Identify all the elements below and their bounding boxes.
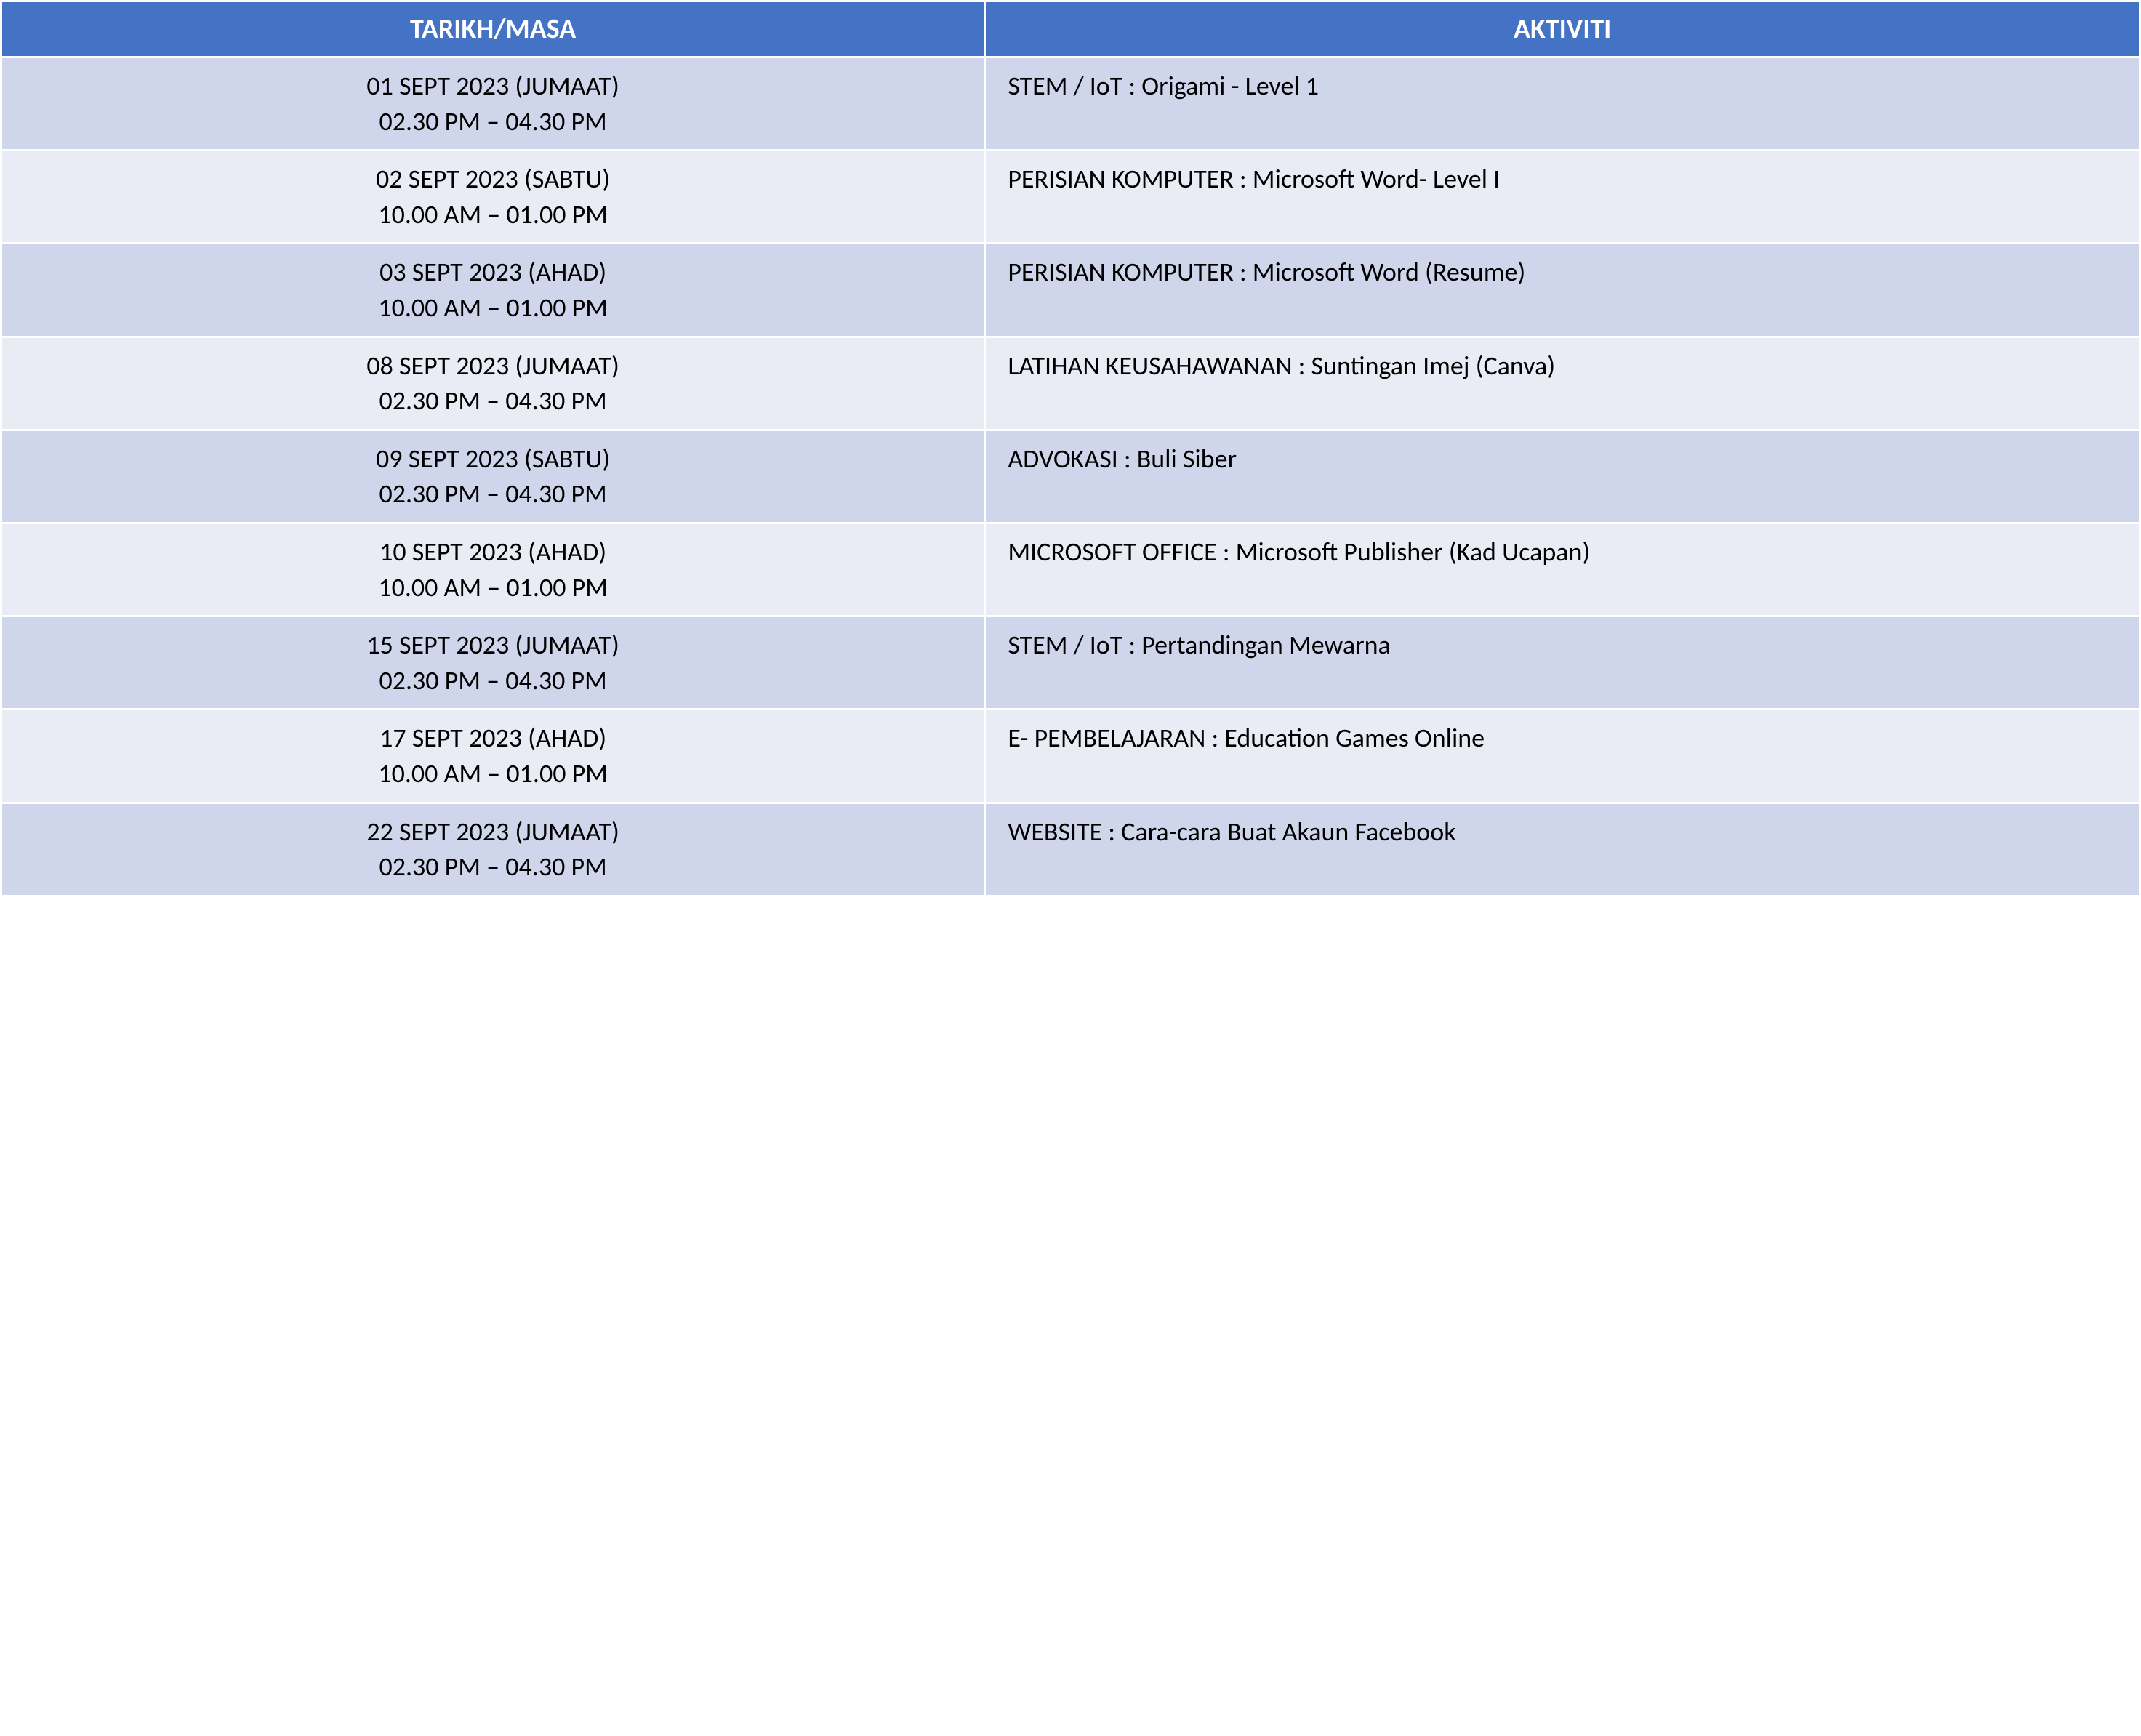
cell-activity: MICROSOFT OFFICE : Microsoft Publisher (… bbox=[985, 523, 2140, 616]
table-body: 01 SEPT 2023 (JUMAAT) 02.30 PM – 04.30 P… bbox=[1, 57, 2140, 896]
cell-activity: PERISIAN KOMPUTER : Microsoft Word (Resu… bbox=[985, 244, 2140, 337]
table-row: 22 SEPT 2023 (JUMAAT) 02.30 PM – 04.30 P… bbox=[1, 803, 2140, 896]
cell-activity: LATIHAN KEUSAHAWANAN : Suntingan Imej (C… bbox=[985, 337, 2140, 430]
cell-activity: WEBSITE : Cara-cara Buat Akaun Facebook bbox=[985, 803, 2140, 896]
cell-activity: STEM / IoT : Pertandingan Mewarna bbox=[985, 616, 2140, 710]
date-text: 09 SEPT 2023 (SABTU) bbox=[24, 441, 962, 477]
cell-date: 01 SEPT 2023 (JUMAAT) 02.30 PM – 04.30 P… bbox=[1, 57, 985, 150]
cell-date: 10 SEPT 2023 (AHAD) 10.00 AM – 01.00 PM bbox=[1, 523, 985, 616]
date-text: 08 SEPT 2023 (JUMAAT) bbox=[24, 348, 962, 384]
table-row: 03 SEPT 2023 (AHAD) 10.00 AM – 01.00 PM … bbox=[1, 244, 2140, 337]
date-text: 03 SEPT 2023 (AHAD) bbox=[24, 254, 962, 290]
cell-activity: ADVOKASI : Buli Siber bbox=[985, 430, 2140, 523]
cell-date: 09 SEPT 2023 (SABTU) 02.30 PM – 04.30 PM bbox=[1, 430, 985, 523]
date-text: 22 SEPT 2023 (JUMAAT) bbox=[24, 814, 962, 850]
time-text: 02.30 PM – 04.30 PM bbox=[24, 849, 962, 885]
cell-date: 08 SEPT 2023 (JUMAAT) 02.30 PM – 04.30 P… bbox=[1, 337, 985, 430]
cell-date: 15 SEPT 2023 (JUMAAT) 02.30 PM – 04.30 P… bbox=[1, 616, 985, 710]
cell-date: 17 SEPT 2023 (AHAD) 10.00 AM – 01.00 PM bbox=[1, 710, 985, 803]
date-text: 01 SEPT 2023 (JUMAAT) bbox=[24, 68, 962, 104]
cell-date: 03 SEPT 2023 (AHAD) 10.00 AM – 01.00 PM bbox=[1, 244, 985, 337]
date-text: 02 SEPT 2023 (SABTU) bbox=[24, 161, 962, 197]
time-text: 10.00 AM – 01.00 PM bbox=[24, 756, 962, 792]
time-text: 02.30 PM – 04.30 PM bbox=[24, 663, 962, 699]
header-date: TARIKH/MASA bbox=[1, 1, 985, 57]
table-row: 17 SEPT 2023 (AHAD) 10.00 AM – 01.00 PM … bbox=[1, 710, 2140, 803]
date-text: 17 SEPT 2023 (AHAD) bbox=[24, 720, 962, 756]
cell-date: 22 SEPT 2023 (JUMAAT) 02.30 PM – 04.30 P… bbox=[1, 803, 985, 896]
table-row: 10 SEPT 2023 (AHAD) 10.00 AM – 01.00 PM … bbox=[1, 523, 2140, 616]
table-row: 08 SEPT 2023 (JUMAAT) 02.30 PM – 04.30 P… bbox=[1, 337, 2140, 430]
table-header-row: TARIKH/MASA AKTIVITI bbox=[1, 1, 2140, 57]
cell-activity: E- PEMBELAJARAN : Education Games Online bbox=[985, 710, 2140, 803]
time-text: 10.00 AM – 01.00 PM bbox=[24, 290, 962, 326]
time-text: 02.30 PM – 04.30 PM bbox=[24, 383, 962, 419]
time-text: 10.00 AM – 01.00 PM bbox=[24, 570, 962, 606]
time-text: 10.00 AM – 01.00 PM bbox=[24, 197, 962, 233]
table-row: 02 SEPT 2023 (SABTU) 10.00 AM – 01.00 PM… bbox=[1, 150, 2140, 244]
cell-activity: PERISIAN KOMPUTER : Microsoft Word- Leve… bbox=[985, 150, 2140, 244]
table-row: 01 SEPT 2023 (JUMAAT) 02.30 PM – 04.30 P… bbox=[1, 57, 2140, 150]
time-text: 02.30 PM – 04.30 PM bbox=[24, 476, 962, 512]
header-activity: AKTIVITI bbox=[985, 1, 2140, 57]
table-row: 15 SEPT 2023 (JUMAAT) 02.30 PM – 04.30 P… bbox=[1, 616, 2140, 710]
time-text: 02.30 PM – 04.30 PM bbox=[24, 104, 962, 140]
date-text: 10 SEPT 2023 (AHAD) bbox=[24, 534, 962, 570]
table-row: 09 SEPT 2023 (SABTU) 02.30 PM – 04.30 PM… bbox=[1, 430, 2140, 523]
cell-activity: STEM / IoT : Origami - Level 1 bbox=[985, 57, 2140, 150]
cell-date: 02 SEPT 2023 (SABTU) 10.00 AM – 01.00 PM bbox=[1, 150, 985, 244]
schedule-table: TARIKH/MASA AKTIVITI 01 SEPT 2023 (JUMAA… bbox=[0, 0, 2141, 897]
date-text: 15 SEPT 2023 (JUMAAT) bbox=[24, 627, 962, 663]
